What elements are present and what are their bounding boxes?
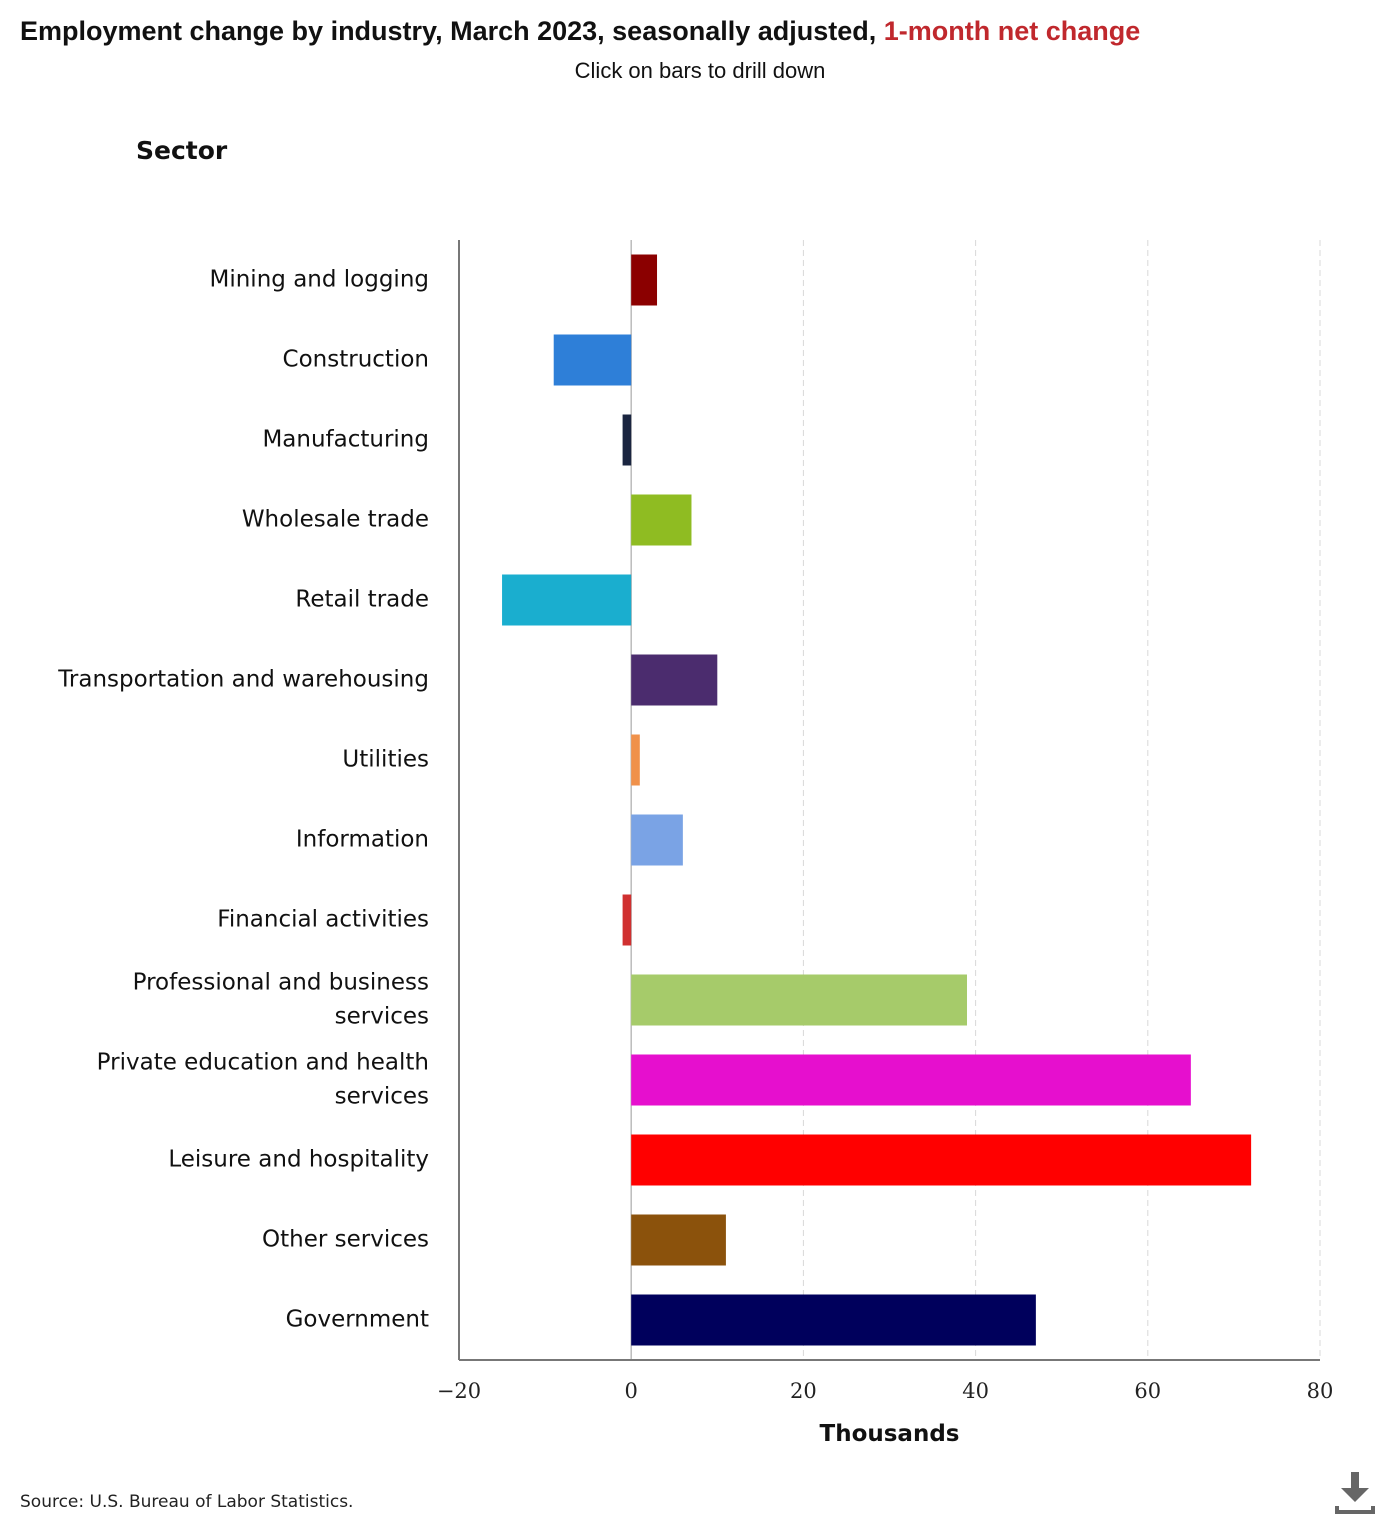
bar-private-education-and-health-services[interactable] [631, 1054, 1191, 1106]
source-note: Source: U.S. Bureau of Labor Statistics. [20, 1492, 354, 1512]
bar-retail-trade[interactable] [502, 574, 632, 626]
bar-information[interactable] [631, 814, 683, 866]
category-label: Government [286, 1307, 429, 1333]
chart-subtitle: Click on bars to drill down [574, 58, 826, 83]
download-icon[interactable] [1330, 1468, 1380, 1518]
x-tick-label: 80 [1307, 1379, 1334, 1403]
bar-chart: Mining and logging Construction Manufactur… [57, 240, 1334, 1447]
category-label: Wholesale trade [242, 507, 429, 533]
chart-title-highlight: 1-month net change [883, 16, 1141, 46]
category-label: Leisure and hospitality [168, 1147, 429, 1173]
category-label: Transportation and warehousing [57, 667, 429, 693]
x-axis-title: Thousands [820, 1421, 960, 1447]
bar-other-services[interactable] [631, 1214, 726, 1266]
category-label: Mining and logging [210, 267, 430, 293]
category-label: Utilities [342, 747, 429, 773]
x-tick-label: 40 [962, 1379, 989, 1403]
category-label: Other services [262, 1227, 429, 1253]
x-tick-label: 60 [1134, 1379, 1161, 1403]
bar-financial-activities[interactable] [622, 894, 632, 946]
bar-professional-and-business-services[interactable] [631, 974, 967, 1026]
x-tick-label: 0 [625, 1379, 638, 1403]
bar-mining-and-logging[interactable] [631, 254, 658, 306]
category-label: Professional and business services [133, 970, 429, 1030]
bar-utilities[interactable] [631, 734, 640, 786]
bar-leisure-and-hospitality[interactable] [631, 1134, 1252, 1186]
x-tick-label: 20 [790, 1379, 817, 1403]
x-tick-label: −20 [437, 1379, 481, 1403]
chart-title: Employment change by industry, March 202… [20, 16, 1140, 47]
bar-manufacturing[interactable] [622, 414, 632, 466]
bar-construction[interactable] [553, 334, 632, 386]
category-label: Private education and health services [97, 1050, 429, 1110]
category-label: Financial activities [217, 907, 429, 933]
category-label: Retail trade [295, 587, 429, 613]
category-label: Manufacturing [262, 427, 429, 453]
bar-wholesale-trade[interactable] [631, 494, 692, 546]
category-label: Construction [283, 347, 429, 373]
bar-transportation-and-warehousing[interactable] [631, 654, 718, 706]
chart-title-main: Employment change by industry, March 202… [20, 16, 884, 46]
y-axis-title: Sector [136, 136, 228, 165]
bar-government[interactable] [631, 1294, 1036, 1346]
category-label: Information [296, 827, 429, 853]
